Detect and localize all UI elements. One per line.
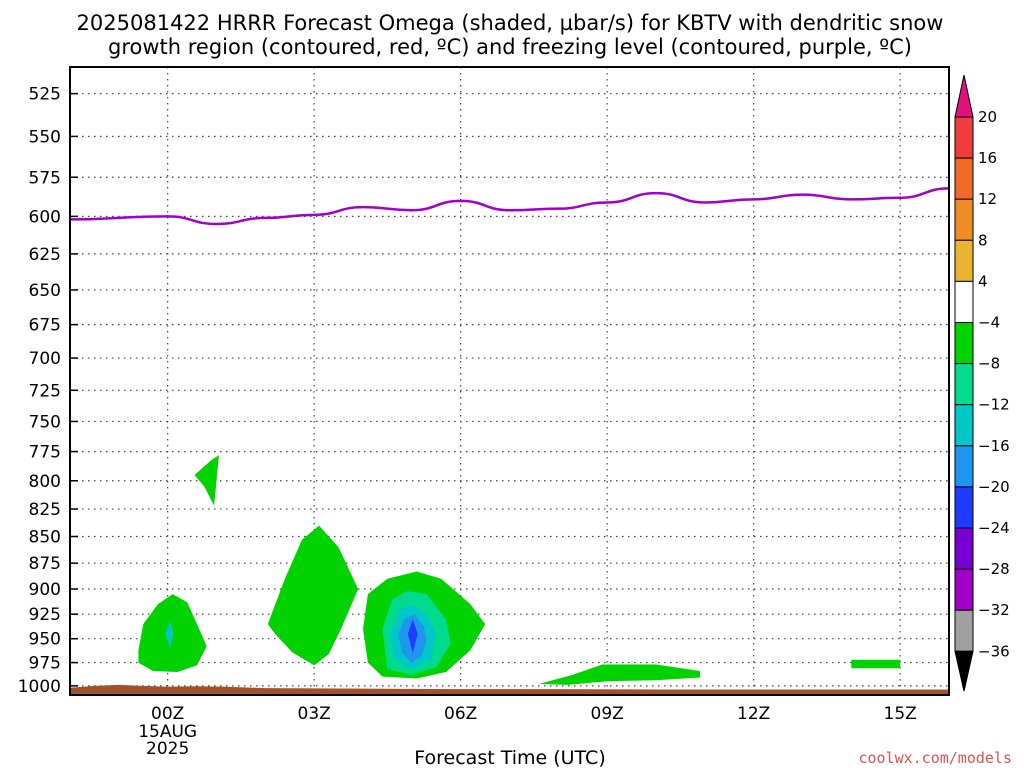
terrain-layer: [70, 684, 949, 695]
x-tick-label-15Z: 15Z: [884, 704, 917, 724]
y-tick-label-950: 950: [29, 630, 61, 650]
colorbar-label: −16: [978, 437, 1010, 455]
y-tick-label-650: 650: [29, 281, 61, 301]
y-tick-label-900: 900: [29, 580, 61, 600]
colorbar-swatch-13: [954, 609, 974, 652]
y-tick-label-600: 600: [29, 207, 61, 227]
x-tick-label-00Z: 00Z: [151, 704, 184, 724]
plot-frame: [69, 66, 950, 696]
omega-region-10z: [538, 664, 700, 685]
colorbar-swatch-9: [954, 445, 974, 488]
freezing-level-layer: [69, 187, 950, 226]
grid-layer: [70, 67, 949, 695]
omega-shading-layer: [138, 455, 901, 685]
colorbar-label: −8: [978, 355, 1000, 373]
credit-text[interactable]: coolwx.com/models: [858, 749, 1012, 767]
colorbar-label: 16: [978, 149, 997, 167]
y-tick-label-700: 700: [29, 349, 61, 369]
y-tick-label-625: 625: [29, 245, 61, 265]
y-tick-label-725: 725: [29, 381, 61, 401]
y-tick-label-975: 975: [29, 654, 61, 674]
y-tick-label-850: 850: [29, 527, 61, 547]
freezing-level-line: [69, 187, 950, 226]
omega-region-03z: [267, 525, 359, 666]
x-tick-label-12Z: 12Z: [737, 704, 770, 724]
colorbar-bottom-arrow: [954, 650, 974, 692]
y-tick-label-775: 775: [29, 443, 61, 463]
colorbar-label: −32: [978, 601, 1010, 619]
plot-area: [70, 67, 949, 695]
colorbar-swatch-1: [954, 116, 974, 159]
y-tick-label-525: 525: [29, 85, 61, 105]
omega-core-00z: [165, 621, 174, 649]
colorbar-swatch-8: [954, 404, 974, 447]
x-tick-sublabel-1: 2025: [146, 739, 189, 759]
colorbar-label: −28: [978, 560, 1010, 578]
y-tick-label-800: 800: [29, 472, 61, 492]
x-tick-label-03Z: 03Z: [298, 704, 331, 724]
y-tick-label-575: 575: [29, 168, 61, 188]
colorbar-swatch-12: [954, 568, 974, 611]
y-tick-label-875: 875: [29, 554, 61, 574]
colorbar-label: 8: [978, 231, 988, 249]
colorbar-label: −12: [978, 396, 1010, 414]
y-tick-label-925: 925: [29, 605, 61, 625]
colorbar-swatch-4: [954, 239, 974, 282]
omega-region-14z: [851, 659, 901, 669]
colorbar-label: −20: [978, 478, 1010, 496]
y-tick-label-675: 675: [29, 316, 61, 336]
colorbar-label: 20: [978, 108, 997, 126]
colorbar-label: −36: [978, 642, 1010, 660]
terrain-fill: [70, 684, 949, 695]
colorbar-swatch-5: [954, 280, 974, 323]
y-tick-label-825: 825: [29, 500, 61, 520]
colorbar-top-arrow: [954, 74, 974, 118]
y-tick-label-750: 750: [29, 412, 61, 432]
y-axis: 525 550 575 600 625 650 675 700 725 750 775 800 825 8…: [18, 85, 78, 697]
x-tick-sublabel-0: 15AUG: [138, 722, 197, 742]
colorbar-swatch-7: [954, 363, 974, 406]
colorbar-label: −4: [978, 314, 1000, 332]
colorbar-swatch-6: [954, 322, 974, 365]
omega-region-05z-24: [407, 619, 418, 654]
colorbar-label: 12: [978, 190, 997, 208]
colorbar-label: 4: [978, 272, 988, 290]
y-tick-label-550: 550: [29, 127, 61, 147]
x-axis-title: Forecast Time (UTC): [414, 747, 605, 768]
colorbar-label: −24: [978, 519, 1010, 537]
x-tick-label-06Z: 06Z: [444, 704, 477, 724]
chart-title-line2: growth region (contoured, red, ºC) and f…: [108, 35, 912, 59]
omega-region-01z: [194, 455, 219, 506]
x-tick-label-09Z: 09Z: [591, 704, 624, 724]
colorbar-swatch-3: [954, 198, 974, 241]
chart-title-line1: 2025081422 HRRR Forecast Omega (shaded, …: [77, 11, 944, 35]
colorbar-swatch-11: [954, 527, 974, 570]
y-tick-label-1000: 1000: [18, 677, 61, 697]
colorbar-swatch-2: [954, 157, 974, 200]
colorbar: 20 16 12 8 4 −4 −8 −12 −16 −20 −24 −28 −32 −36: [954, 74, 1010, 692]
colorbar-swatch-10: [954, 486, 974, 529]
